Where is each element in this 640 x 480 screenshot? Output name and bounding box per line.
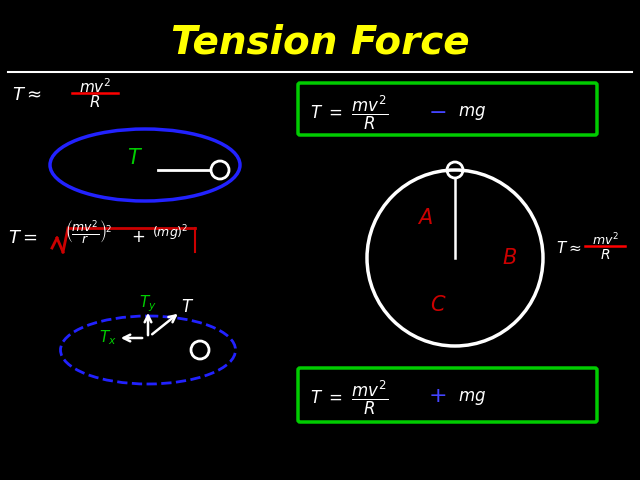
Text: $T =$: $T =$	[8, 229, 38, 247]
Text: $\left(\dfrac{mv^2}{r}\right)^{\!2}$: $\left(\dfrac{mv^2}{r}\right)^{\!2}$	[65, 219, 111, 247]
Text: $A$: $A$	[417, 208, 433, 228]
Text: $T \approx$: $T \approx$	[12, 86, 42, 104]
Text: $+$: $+$	[428, 386, 446, 406]
FancyBboxPatch shape	[298, 368, 597, 422]
FancyBboxPatch shape	[298, 83, 597, 135]
Text: $T\ =\ \dfrac{mv^2}{R}$: $T\ =\ \dfrac{mv^2}{R}$	[310, 94, 388, 132]
Text: $mv^2$: $mv^2$	[591, 232, 618, 248]
Text: $T_x$: $T_x$	[99, 329, 117, 348]
Text: $B$: $B$	[502, 248, 518, 268]
Text: $T \approx$: $T \approx$	[556, 240, 582, 256]
Text: $T_y$: $T_y$	[139, 294, 157, 314]
Text: $R$: $R$	[600, 248, 610, 262]
Text: $R$: $R$	[90, 94, 100, 110]
Text: $T$: $T$	[181, 298, 195, 316]
Text: $T$: $T$	[127, 148, 143, 168]
Text: $+$: $+$	[131, 228, 145, 246]
Text: $mg$: $mg$	[458, 389, 486, 407]
Text: Tension Force: Tension Force	[171, 23, 469, 61]
Text: $C$: $C$	[429, 295, 446, 315]
Text: $mg$: $mg$	[458, 104, 486, 122]
Text: $mv^2$: $mv^2$	[79, 78, 111, 96]
Text: $T\ =\ \dfrac{mv^2}{R}$: $T\ =\ \dfrac{mv^2}{R}$	[310, 379, 388, 417]
Text: $-$: $-$	[428, 101, 446, 121]
Text: $\left(mg\right)^2$: $\left(mg\right)^2$	[152, 223, 188, 243]
